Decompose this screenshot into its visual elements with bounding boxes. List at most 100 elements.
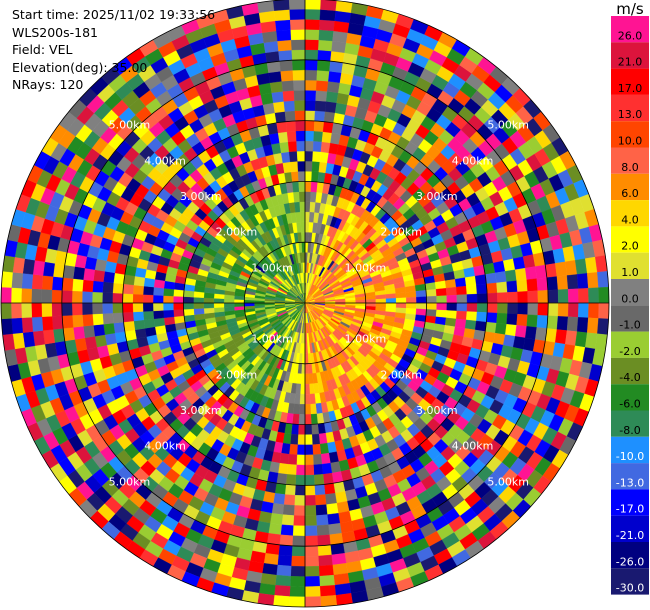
gate [293,79,306,91]
gate [566,316,579,332]
gate [297,424,306,435]
gate [271,503,284,515]
gate [304,414,312,425]
gate [103,322,115,335]
gate [72,314,84,328]
gate [304,79,317,91]
gate [122,302,134,313]
gate [82,279,94,293]
gate [313,474,325,486]
gate [304,120,315,132]
gate [103,271,115,284]
gate [365,299,377,304]
gate [299,393,306,405]
gate [454,277,467,288]
gate [557,302,569,317]
gate [328,523,342,535]
range-label: 1.00km [251,333,293,346]
gate [456,310,468,321]
colorbar-tick-label: 10.0 [618,135,643,148]
gate [291,39,306,51]
gate [31,316,44,332]
gate [153,286,165,296]
gate [273,595,290,607]
gate [311,171,319,183]
gate [576,273,589,289]
gate [274,483,287,495]
gate [311,161,320,173]
gate [425,309,437,317]
gate [283,494,296,506]
gate [355,299,366,304]
gate [291,423,299,435]
gate [304,100,316,111]
gate [31,302,43,318]
nrays-label: NRays: 120 [12,77,84,93]
gate [304,545,319,557]
gate [292,413,300,425]
gate [304,39,319,51]
gate [290,576,306,587]
gate [385,293,397,299]
gate [318,29,334,42]
gate [288,596,306,608]
range-label: 2.00km [380,226,422,239]
gate [505,269,517,282]
gate [328,71,342,83]
gate [268,523,282,535]
gate [304,140,314,152]
gate [273,0,290,11]
gate [304,424,313,435]
gate [304,505,317,516]
gate [291,49,306,61]
gate [319,442,329,455]
gate [323,483,336,495]
range-label: 4.00km [452,154,494,167]
gate [294,110,306,121]
range-label: 3.00km [416,190,458,203]
gate [277,39,292,52]
gate [304,535,318,547]
range-label: 1.00km [345,333,387,346]
gate [310,413,318,425]
gate [395,292,407,299]
gate [318,554,333,567]
gate [485,272,497,285]
gate [598,286,610,304]
gate [122,311,134,323]
gate [446,294,458,304]
gate [327,513,341,525]
gate [318,432,328,445]
gate [375,298,387,304]
gate [310,403,317,415]
gate [332,30,348,43]
gate [41,302,53,317]
gate [162,302,174,311]
gate [73,266,85,280]
gate [323,111,336,123]
gate [314,484,326,496]
gate [31,288,43,304]
gate [296,444,306,456]
gate [61,277,74,291]
gate [436,302,448,311]
gate [285,474,297,486]
gate [292,181,300,193]
gate [304,353,309,364]
gate [262,563,278,576]
gate [233,302,245,307]
gate [527,290,539,304]
gate [425,289,437,297]
gate [92,280,104,293]
gate [319,19,335,32]
gate [456,302,468,312]
gate [223,298,235,304]
gate [32,330,45,346]
gate [42,261,55,277]
range-label: 3.00km [416,404,458,417]
gate [304,485,316,496]
gate [286,464,297,476]
gate [299,201,306,213]
gate [304,555,319,567]
